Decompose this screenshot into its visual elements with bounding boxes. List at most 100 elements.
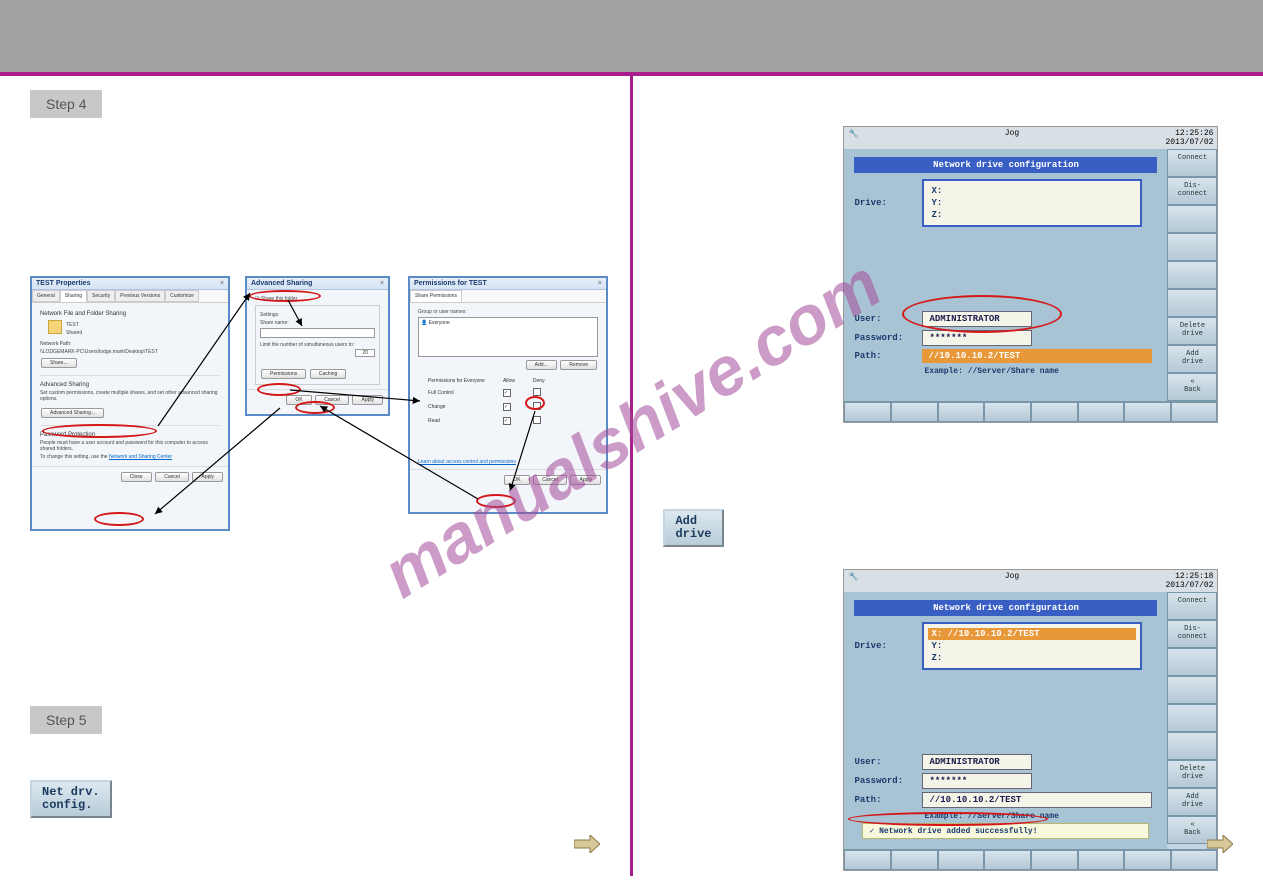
folder-state: Shared <box>66 330 82 336</box>
apply-button[interactable]: Apply <box>352 395 383 405</box>
close-button[interactable]: Close <box>121 472 152 482</box>
drive-z: Z: <box>928 652 1136 664</box>
close-icon[interactable]: × <box>598 280 602 287</box>
user-listbox[interactable]: 👤 Everyone <box>418 317 598 357</box>
side-empty <box>1167 261 1217 289</box>
bottom-btn[interactable] <box>938 402 985 422</box>
adv-sharing-desc: Set custom permissions, create multiple … <box>40 390 220 402</box>
advanced-sharing-button[interactable]: Advanced Sharing... <box>41 408 104 418</box>
cancel-button[interactable]: Cancel <box>315 395 349 405</box>
disconnect-button[interactable]: Dis- connect <box>1167 620 1217 648</box>
example-text: Example: //Server/Share name <box>924 367 1157 376</box>
datetime: 12:25:262013/07/02 <box>1165 129 1213 147</box>
share-button[interactable]: Share... <box>41 358 77 368</box>
path-input[interactable]: //10.10.10.2/TEST <box>922 792 1152 808</box>
password-input[interactable]: ******* <box>922 330 1032 346</box>
bottom-btn[interactable] <box>984 402 1031 422</box>
cnc-top-row: 🔧 Jog 12:25:262013/07/02 <box>844 127 1217 149</box>
limit-label: Limit the number of simultaneous users t… <box>260 342 375 348</box>
delete-drive-button[interactable]: Delete drive <box>1167 317 1217 345</box>
tab-customize[interactable]: Customize <box>165 290 199 302</box>
perm-full: Full Control <box>420 387 493 399</box>
deny-change-checkbox[interactable] <box>533 402 541 410</box>
apply-button[interactable]: Apply <box>192 472 223 482</box>
ok-button[interactable]: OK <box>286 395 311 405</box>
drive-x-selected: X: //10.10.10.2/TEST <box>928 628 1136 640</box>
title-text: Advanced Sharing <box>251 280 312 287</box>
ok-button[interactable]: OK <box>504 475 529 485</box>
drive-list[interactable]: X: Y: Z: <box>922 179 1142 227</box>
allow-read-checkbox[interactable]: ✓ <box>503 417 511 425</box>
cnc-title: Network drive configuration <box>854 157 1157 173</box>
network-sharing-link[interactable]: Network and Sharing Center <box>109 454 172 460</box>
jog-label: Jog <box>858 572 1165 590</box>
add-button[interactable]: Add... <box>526 360 557 370</box>
deny-full-checkbox[interactable] <box>533 388 541 396</box>
deny-read-checkbox[interactable] <box>533 416 541 424</box>
window-tabs: General Sharing Security Previous Versio… <box>32 290 228 303</box>
tab-security[interactable]: Security <box>87 290 115 302</box>
cnc-title: Network drive configuration <box>854 600 1157 616</box>
cancel-button[interactable]: Cancel <box>533 475 567 485</box>
tab-sharing[interactable]: Sharing <box>60 290 87 302</box>
perm-read: Read <box>420 415 493 427</box>
netpath-label: Network Path: <box>40 341 220 347</box>
cancel-button[interactable]: Cancel <box>155 472 189 482</box>
learn-link[interactable]: Learn about access control and permissio… <box>418 459 598 465</box>
bottom-btn[interactable] <box>1078 850 1125 870</box>
allow-change-checkbox[interactable]: ✓ <box>503 403 511 411</box>
bottom-btn[interactable] <box>891 850 938 870</box>
disconnect-button[interactable]: Dis- connect <box>1167 177 1217 205</box>
drive-list[interactable]: X: //10.10.10.2/TEST Y: Z: <box>922 622 1142 670</box>
connect-button[interactable]: Connect <box>1167 592 1217 620</box>
cnc-screenshot-2: 🔧 Jog 12:25:182013/07/02 Network drive c… <box>843 569 1218 871</box>
add-drive-button[interactable]: Add drive <box>1167 788 1217 816</box>
tab-general[interactable]: General <box>32 290 60 302</box>
bottom-btn[interactable] <box>938 850 985 870</box>
back-button[interactable]: « Back <box>1167 373 1217 401</box>
bottom-btn[interactable] <box>844 850 891 870</box>
close-icon[interactable]: × <box>380 280 384 287</box>
bottom-btn[interactable] <box>984 850 1031 870</box>
adv-sharing-title: Advanced Sharing <box>40 382 220 388</box>
caching-button[interactable]: Caching <box>310 369 346 379</box>
delete-drive-button[interactable]: Delete drive <box>1167 760 1217 788</box>
windows-screenshot-group: TEST Properties× General Sharing Securit… <box>30 276 610 536</box>
bottom-btn[interactable] <box>891 402 938 422</box>
bottom-btn[interactable] <box>1031 402 1078 422</box>
pwd-title: Password Protection <box>40 432 220 438</box>
add-drive-button[interactable]: Add drive <box>1167 345 1217 373</box>
tab-share-permissions[interactable]: Share Permissions <box>410 290 462 302</box>
add-drive-softkey[interactable]: Adddrive <box>663 509 723 547</box>
bottom-btn[interactable] <box>1078 402 1125 422</box>
drive-z: Z: <box>928 209 1136 221</box>
close-icon[interactable]: × <box>220 280 224 287</box>
net-drv-config-button[interactable]: Net drv.config. <box>30 780 112 818</box>
limit-value[interactable]: 20 <box>355 349 375 357</box>
btn-line1: Add <box>675 514 697 528</box>
share-folder-checkbox[interactable]: ☑ Share this folder <box>255 296 380 302</box>
datetime: 12:25:182013/07/02 <box>1165 572 1213 590</box>
bottom-btn[interactable] <box>1031 850 1078 870</box>
right-page: 🔧 Jog 12:25:262013/07/02 Network drive c… <box>633 76 1263 876</box>
user-label: User: <box>854 314 922 324</box>
bottom-btn[interactable] <box>1124 850 1171 870</box>
user-input[interactable]: ADMINISTRATOR <box>922 754 1032 770</box>
path-input[interactable]: //10.10.10.2/TEST <box>922 349 1152 363</box>
apply-button[interactable]: Apply <box>570 475 601 485</box>
allow-full-checkbox[interactable]: ✓ <box>503 389 511 397</box>
permissions-button[interactable]: Permissions <box>261 369 306 379</box>
next-page-arrow-icon <box>1207 835 1233 858</box>
connect-button[interactable]: Connect <box>1167 149 1217 177</box>
bottom-btn[interactable] <box>844 402 891 422</box>
top-bar <box>0 0 1263 72</box>
remove-button[interactable]: Remove <box>560 360 597 370</box>
tab-prev-versions[interactable]: Previous Versions <box>115 290 165 302</box>
sharename-input[interactable] <box>260 328 375 338</box>
cnc-side-buttons: Connect Dis- connect Delete drive Add dr… <box>1167 149 1217 401</box>
password-input[interactable]: ******* <box>922 773 1032 789</box>
pwd-change-row: To change this setting, use the Network … <box>40 454 220 460</box>
bottom-btn[interactable] <box>1124 402 1171 422</box>
user-input[interactable]: ADMINISTRATOR <box>922 311 1032 327</box>
bottom-btn[interactable] <box>1171 402 1218 422</box>
